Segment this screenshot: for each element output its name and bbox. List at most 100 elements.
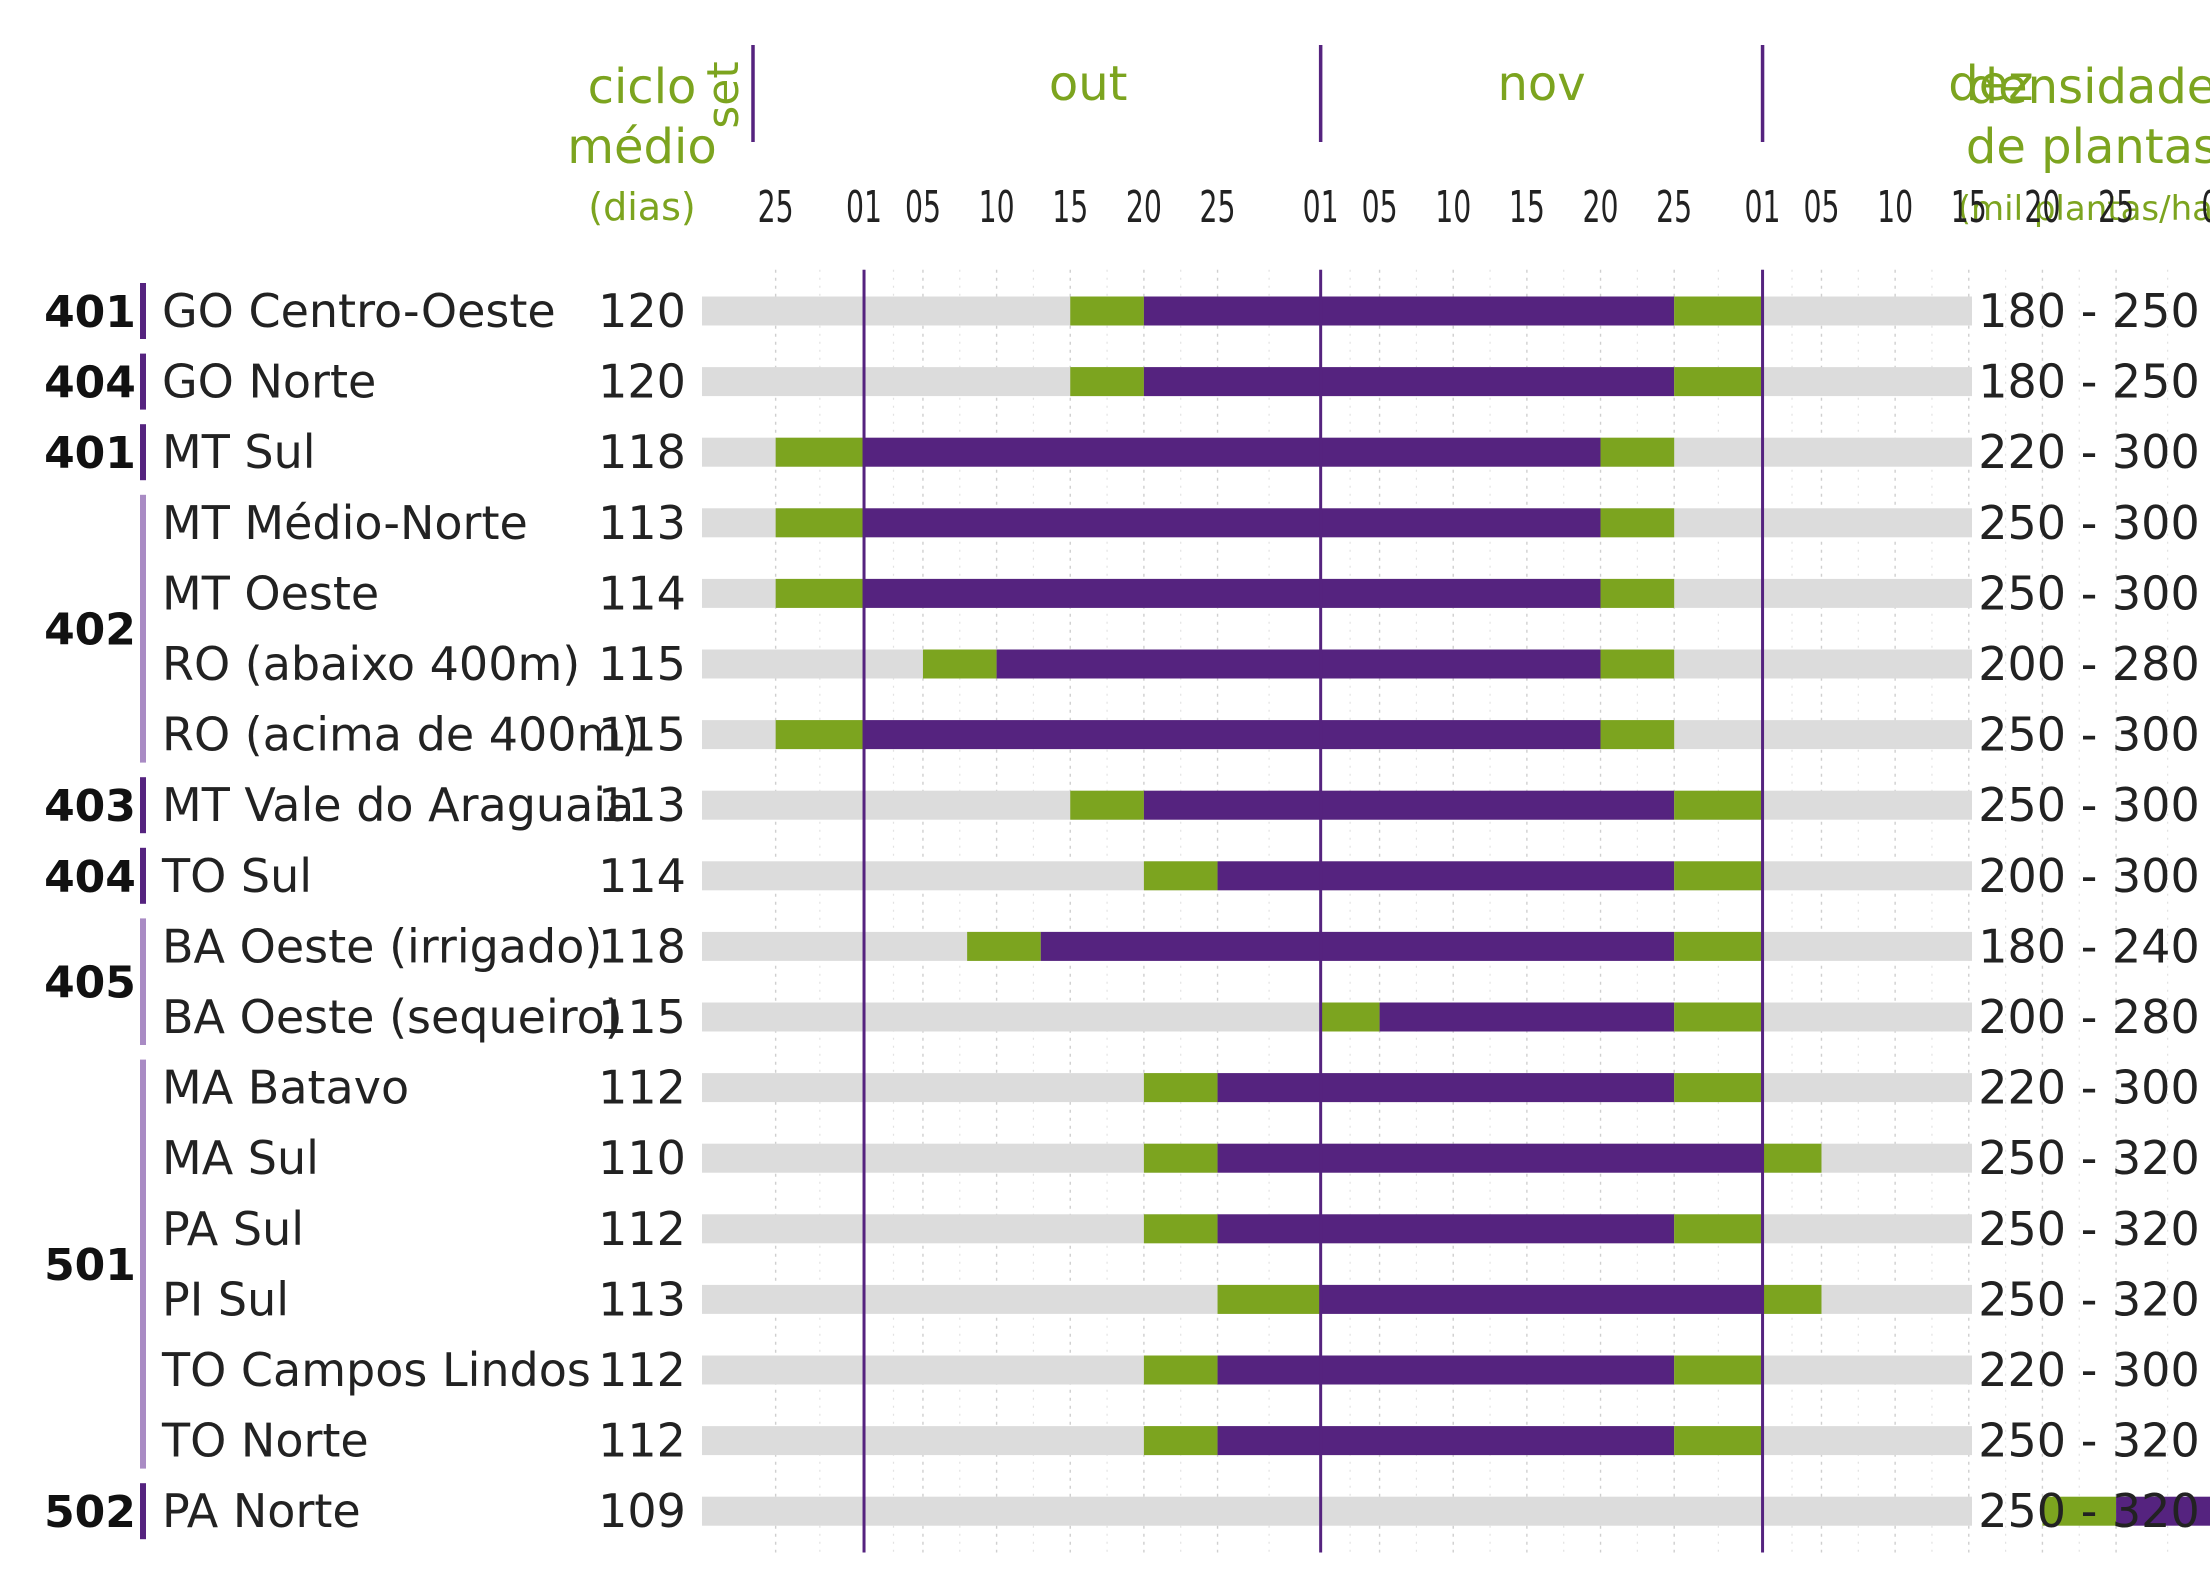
cycle-value: 112 [598, 1202, 686, 1256]
group-code: 401 [44, 428, 136, 479]
density-value: 250 - 320 [1978, 1484, 2199, 1538]
planting-window-main [1217, 1355, 1675, 1385]
tick-label: 01 [2201, 182, 2210, 233]
tick-label: 20 [1126, 182, 1162, 233]
region-label: RO (abaixo 400m) [162, 637, 580, 691]
planting-window-end [1674, 1214, 1763, 1244]
group-bar [140, 777, 146, 834]
planting-window-end [1674, 931, 1763, 961]
cycle-value: 118 [598, 425, 686, 479]
density-value: 200 - 280 [1978, 990, 2199, 1044]
tick-label: 10 [979, 182, 1015, 233]
planting-window-main [1379, 1002, 1675, 1032]
density-header-2: de plantas [1966, 119, 2210, 175]
planting-window-end [1674, 861, 1763, 891]
region-label: MT Médio-Norte [162, 496, 528, 550]
density-value: 250 - 300 [1978, 496, 2199, 550]
planting-window-start [775, 720, 865, 750]
planting-window-end [1674, 1002, 1763, 1032]
planting-window-end [1674, 1073, 1763, 1103]
density-value: 180 - 250 [1978, 284, 2199, 338]
tick-label: 15 [1951, 182, 1987, 233]
planting-window-end [1674, 1426, 1763, 1456]
track-bar [702, 1496, 1972, 1526]
region-label: TO Sul [161, 849, 312, 903]
planting-window-main [1143, 296, 1675, 326]
month-label-dez: dez [1948, 56, 2033, 112]
planting-window-start [1143, 1143, 1218, 1173]
tick-label: 25 [1656, 182, 1692, 233]
planting-window-start [1070, 296, 1144, 326]
planting-window-main [1217, 1143, 1763, 1173]
group-bar [140, 424, 146, 481]
planting-window-start [1070, 790, 1144, 820]
planting-window-start [2042, 1496, 2117, 1526]
planting-window-end [1600, 578, 1675, 608]
planting-window-main [864, 578, 1601, 608]
planting-window-start [1070, 367, 1144, 397]
cycle-value: 115 [598, 708, 686, 762]
density-value: 220 - 300 [1978, 425, 2199, 479]
density-value: 250 - 320 [1978, 1202, 2199, 1256]
group-code: 404 [44, 358, 136, 409]
density-value: 250 - 300 [1978, 708, 2199, 762]
tick-label: 01 [1303, 182, 1339, 233]
planting-window-main [1143, 367, 1675, 397]
planting-window-main [1217, 1426, 1675, 1456]
group-bar [140, 494, 146, 763]
cycle-value: 120 [598, 355, 686, 409]
group-code: 402 [44, 605, 136, 656]
group-bar [140, 1483, 146, 1540]
planting-window-main [864, 508, 1601, 538]
density-value: 250 - 320 [1978, 1131, 2199, 1185]
density-value: 180 - 250 [1978, 355, 2199, 409]
planting-window-main [864, 437, 1601, 467]
tick-label: 01 [1745, 182, 1781, 233]
region-label: TO Campos Lindos [161, 1343, 591, 1397]
month-label-out: out [1049, 56, 1128, 112]
tick-label: 15 [1509, 182, 1545, 233]
region-label: PA Sul [162, 1202, 304, 1256]
density-value: 250 - 300 [1978, 566, 2199, 620]
planting-window-start [967, 931, 1041, 961]
region-label: GO Norte [162, 355, 376, 409]
tick-label: 10 [1435, 182, 1471, 233]
planting-window-main [1143, 790, 1675, 820]
month-label-set: set [698, 61, 749, 128]
density-value: 250 - 320 [1978, 1272, 2199, 1326]
tick-label: 25 [2098, 182, 2134, 233]
tick-label: 05 [1803, 182, 1839, 233]
planting-window-start [1143, 1073, 1218, 1103]
cycle-value: 113 [598, 1272, 686, 1326]
region-label: TO Norte [161, 1414, 369, 1468]
tick-label: 25 [1200, 182, 1236, 233]
planting-window-start [775, 578, 865, 608]
group-bar [140, 1059, 146, 1469]
planting-window-main [1217, 1214, 1675, 1244]
planting-window-start [1320, 1002, 1380, 1032]
region-label: PA Norte [162, 1484, 361, 1538]
region-label: MA Batavo [162, 1061, 409, 1115]
planting-window-start [775, 437, 865, 467]
planting-window-start [1143, 861, 1218, 891]
tick-label: 01 [846, 182, 882, 233]
planting-window-start [1143, 1355, 1218, 1385]
group-code: 404 [44, 852, 136, 903]
region-label: MT Oeste [162, 566, 379, 620]
planting-window-end [1762, 1284, 1822, 1314]
region-label: BA Oeste (irrigado) [162, 919, 602, 973]
planting-window-start [1143, 1426, 1218, 1456]
density-value: 200 - 280 [1978, 637, 2199, 691]
tick-label: 15 [1052, 182, 1088, 233]
cycle-value: 114 [598, 566, 686, 620]
planting-window-main [1217, 861, 1675, 891]
planting-window-end [1674, 296, 1763, 326]
cycle-value: 115 [598, 637, 686, 691]
region-label: BA Oeste (sequeiro) [162, 990, 623, 1044]
group-code: 501 [44, 1240, 136, 1291]
planting-window-end [1762, 1143, 1822, 1173]
density-value: 250 - 320 [1978, 1414, 2199, 1468]
cycle-value: 112 [598, 1061, 686, 1115]
